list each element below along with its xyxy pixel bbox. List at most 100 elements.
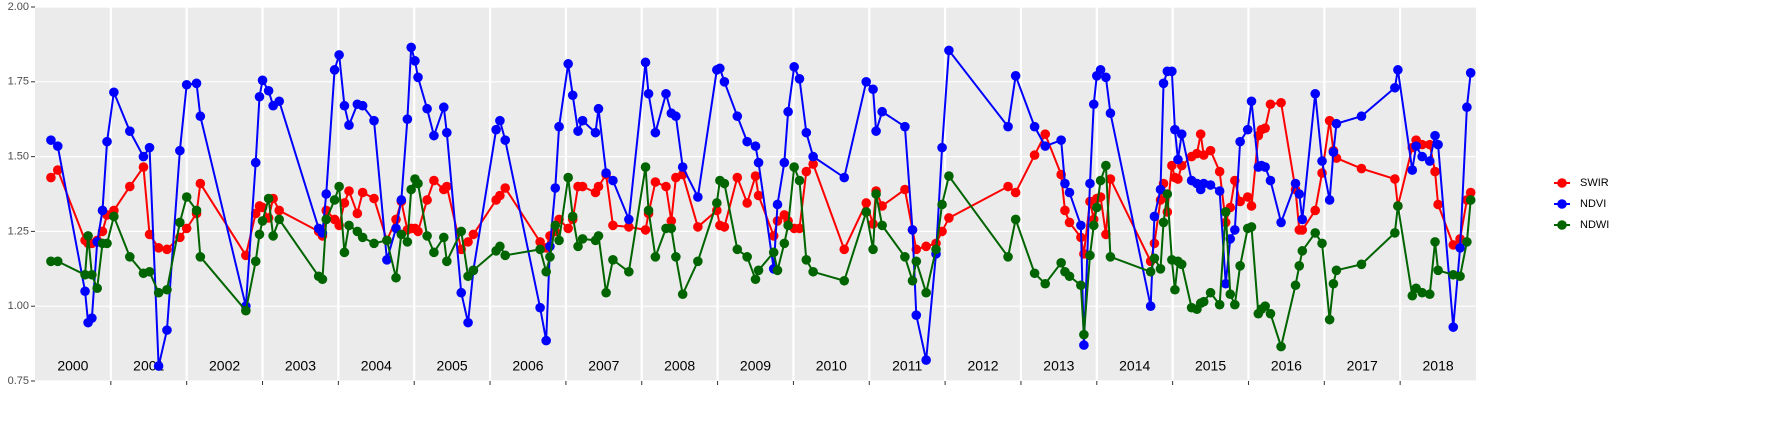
point — [1260, 162, 1270, 172]
point — [396, 229, 407, 240]
point — [138, 162, 149, 172]
point — [125, 252, 135, 262]
point — [573, 241, 583, 252]
y-tick-label: 1.00 — [8, 300, 29, 312]
year-label: 2017 — [1347, 358, 1378, 374]
point — [1225, 289, 1236, 300]
point — [1010, 71, 1021, 81]
point — [593, 231, 604, 241]
point — [937, 142, 947, 153]
point — [541, 335, 551, 346]
point — [1433, 199, 1443, 210]
point — [808, 151, 818, 162]
point — [413, 178, 423, 189]
point — [144, 142, 155, 153]
point — [1176, 129, 1187, 139]
point — [1170, 124, 1180, 135]
point — [868, 84, 878, 95]
point — [1079, 340, 1089, 350]
point — [83, 231, 93, 241]
point — [144, 229, 155, 240]
point — [794, 223, 805, 234]
point — [334, 181, 344, 192]
year-label: 2009 — [740, 358, 771, 374]
point — [250, 157, 261, 168]
point — [344, 186, 354, 196]
point — [1076, 280, 1086, 291]
point — [650, 127, 661, 138]
point — [541, 266, 551, 277]
point — [1167, 66, 1177, 77]
point — [1424, 289, 1435, 300]
point — [102, 238, 112, 249]
point — [438, 102, 449, 113]
point — [1390, 174, 1400, 184]
point — [1411, 141, 1421, 151]
point — [321, 189, 332, 199]
point — [369, 238, 379, 249]
point — [495, 241, 505, 252]
point — [1149, 211, 1160, 222]
point — [1145, 266, 1156, 277]
point — [263, 193, 274, 204]
point — [801, 255, 812, 265]
y-tick-label: 1.50 — [8, 151, 29, 163]
point — [1462, 237, 1472, 247]
point — [1297, 214, 1308, 225]
point — [719, 77, 730, 87]
point — [87, 313, 97, 323]
point — [1056, 258, 1066, 268]
y-tick-label: 1.25 — [8, 225, 29, 237]
point — [406, 184, 416, 195]
point — [1170, 284, 1180, 295]
point — [92, 283, 102, 294]
point — [1235, 196, 1245, 207]
legend-label: SWIR — [1580, 177, 1609, 189]
point — [1276, 341, 1286, 352]
point — [1220, 207, 1231, 217]
point — [1356, 163, 1367, 174]
point — [719, 222, 730, 232]
point — [500, 183, 511, 193]
point — [1198, 296, 1209, 307]
point — [742, 198, 752, 208]
point — [468, 229, 479, 240]
point — [1246, 222, 1257, 232]
point — [329, 65, 340, 75]
point — [643, 88, 654, 99]
point — [382, 255, 392, 265]
point — [102, 136, 112, 147]
year-label: 2000 — [57, 358, 88, 374]
point — [1003, 121, 1013, 132]
point — [500, 135, 511, 145]
year-label: 2004 — [361, 358, 392, 374]
point — [944, 171, 954, 181]
point — [495, 115, 505, 126]
point — [593, 181, 604, 192]
point — [1310, 205, 1321, 216]
point — [263, 85, 274, 96]
point — [1088, 99, 1099, 110]
point — [921, 241, 931, 252]
point — [162, 325, 172, 335]
point — [357, 100, 368, 111]
point — [732, 111, 743, 122]
point — [1417, 287, 1427, 298]
point — [1407, 165, 1418, 175]
point — [52, 141, 63, 151]
point — [567, 90, 578, 101]
legend-marker — [1557, 199, 1567, 209]
point — [1317, 238, 1327, 249]
point — [1242, 124, 1253, 135]
year-label: 2015 — [1195, 358, 1226, 374]
point — [1056, 135, 1066, 145]
point — [900, 184, 910, 195]
point — [46, 172, 56, 183]
point — [1235, 136, 1245, 147]
point — [608, 175, 618, 186]
point — [1356, 259, 1367, 270]
point — [125, 126, 135, 136]
point — [463, 237, 473, 247]
point — [1430, 237, 1440, 247]
point — [442, 181, 452, 192]
